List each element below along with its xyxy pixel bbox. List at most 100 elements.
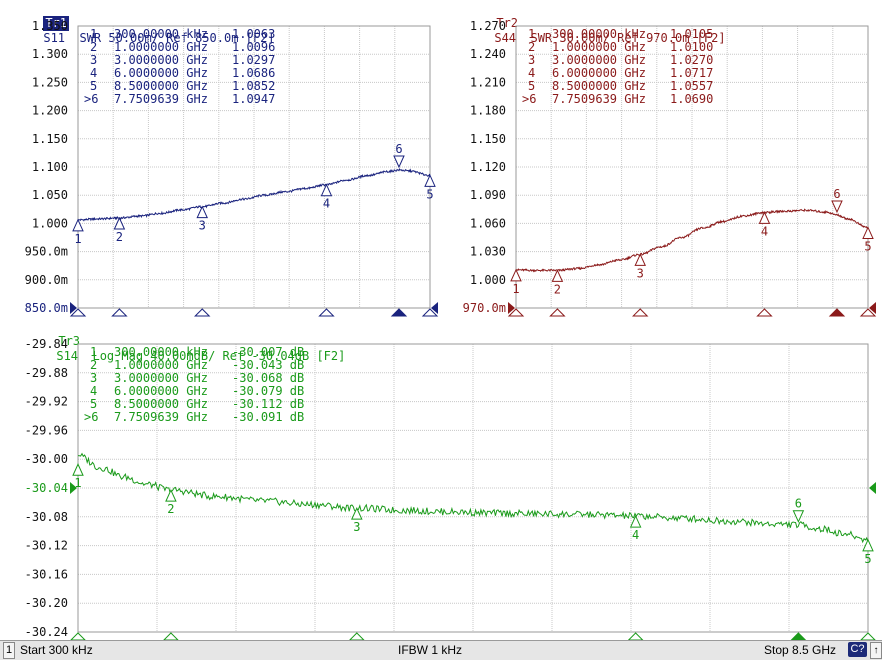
- ref-level-arrow-icon[interactable]: [70, 302, 77, 314]
- marker-up-triangle-icon[interactable]: [862, 538, 874, 552]
- stimulus-marker-icon[interactable]: [421, 308, 439, 317]
- marker-down-triangle-icon[interactable]: [831, 200, 843, 214]
- marker-table-stimulus: 300.00000 kHz: [114, 27, 208, 41]
- marker-up-triangle-icon[interactable]: [629, 514, 642, 528]
- marker-5[interactable]: 5: [424, 174, 436, 201]
- stimulus-marker-icon[interactable]: [70, 632, 86, 640]
- trace-plot-tr2[interactable]: 1.270 1.240 1.210 1.180 1.150 1.120 1.090 1.060…: [441, 0, 882, 318]
- trace-header-tr1[interactable]: Tr1 S11 SWR 50.00m/ Ref 850.0m [F2]: [0, 1, 275, 45]
- trace-header-tr3[interactable]: Tr3 S14 Log Mag 40.00mdB/ Ref -30.04dB […: [13, 319, 345, 363]
- marker-up-triangle-icon[interactable]: [551, 269, 564, 282]
- trace-plot-tr3[interactable]: -29.84 -29.88 -29.92 -29.96 -30.00 -30.04 -30.…: [0, 318, 882, 640]
- marker-3[interactable]: 3: [351, 506, 363, 534]
- marker-up-triangle-icon[interactable]: [72, 218, 84, 232]
- stimulus-marker-icon[interactable]: [163, 632, 179, 640]
- plot-frame: [515, 25, 869, 309]
- stimulus-marker-icon[interactable]: [390, 308, 408, 317]
- stimulus-marker-icon[interactable]: [349, 632, 365, 640]
- marker-down-triangle-icon[interactable]: [792, 510, 805, 523]
- marker-2[interactable]: 2: [165, 488, 177, 516]
- ref-level-arrow-right-icon[interactable]: [869, 482, 876, 494]
- stimulus-marker-icon[interactable]: [318, 308, 335, 317]
- marker-table-value: 1.0105: [670, 27, 713, 41]
- marker-up-triangle-icon[interactable]: [758, 211, 771, 224]
- stimulus-marker-icon[interactable]: [111, 308, 128, 317]
- stimulus-marker-icon[interactable]: [756, 308, 773, 317]
- trace-line-tr2[interactable]: [516, 208, 869, 273]
- trace-line-tr1[interactable]: [78, 168, 431, 222]
- marker-5[interactable]: 5: [862, 226, 874, 253]
- marker-table-label: >6: [84, 410, 98, 424]
- marker-1[interactable]: 1: [72, 218, 84, 246]
- marker-up-triangle-icon[interactable]: [196, 205, 209, 219]
- marker-6[interactable]: 6: [831, 187, 843, 214]
- marker-number: 4: [761, 224, 768, 238]
- y-tick-label: -29.88: [25, 366, 68, 380]
- marker-table-value: 1.0297: [232, 53, 275, 67]
- trace-line-tr3[interactable]: [77, 452, 869, 544]
- marker-table-tr1: 1 300.00000 kHz 1.0063 2 1.0000000 GHz 1.0096…: [84, 27, 275, 106]
- channel-indicator[interactable]: 1: [3, 642, 15, 659]
- stimulus-marker-icon[interactable]: [507, 308, 525, 317]
- marker-up-triangle-icon[interactable]: [634, 253, 647, 266]
- marker-table-value: 1.0557: [670, 79, 713, 93]
- up-arrow-icon[interactable]: ↑: [870, 642, 882, 659]
- trace-format-tr2[interactable]: S44 SWR 30.00m/ Ref 970.0m [F2]: [494, 31, 726, 45]
- marker-table-label: 5: [90, 79, 97, 93]
- marker-4[interactable]: 4: [758, 211, 771, 238]
- marker-number: 5: [864, 239, 871, 253]
- marker-table-value: 1.0063: [232, 27, 275, 41]
- marker-5[interactable]: 5: [862, 538, 874, 566]
- trace-name-tr2[interactable]: Tr2: [496, 16, 519, 30]
- marker-4[interactable]: 4: [320, 183, 333, 211]
- stimulus-marker-icon[interactable]: [860, 632, 876, 640]
- marker-4[interactable]: 4: [629, 514, 642, 542]
- stimulus-marker-icon[interactable]: [549, 308, 566, 317]
- ifbw-setting[interactable]: IFBW 1 kHz: [398, 643, 463, 657]
- marker-table-label: 5: [90, 397, 97, 411]
- marker-2[interactable]: 2: [551, 269, 564, 296]
- marker-up-triangle-icon[interactable]: [72, 463, 84, 476]
- ref-level-arrow-icon[interactable]: [70, 482, 77, 494]
- trace-header-tr2[interactable]: Tr2 S44 SWR 30.00m/ Ref 970.0m [F2]: [451, 1, 725, 45]
- trace-name-tr1[interactable]: Tr1: [43, 16, 70, 31]
- plot-frame: [77, 25, 431, 309]
- marker-1[interactable]: 1: [72, 463, 84, 490]
- marker-up-triangle-icon[interactable]: [320, 183, 333, 197]
- marker-up-triangle-icon[interactable]: [510, 268, 522, 282]
- marker-up-triangle-icon[interactable]: [113, 216, 126, 230]
- trace-format-tr3[interactable]: S14 Log Mag 40.00mdB/ Ref -30.04dB [F2]: [56, 349, 346, 363]
- calibration-status-button[interactable]: C?: [848, 642, 867, 657]
- stimulus-marker-icon[interactable]: [859, 308, 877, 317]
- stimulus-marker-icon[interactable]: [627, 632, 644, 640]
- stop-frequency[interactable]: Stop 8.5 GHz: [764, 643, 837, 657]
- marker-up-triangle-icon[interactable]: [351, 506, 363, 520]
- ref-level-arrow-right-icon[interactable]: [869, 302, 876, 314]
- marker-1[interactable]: 1: [510, 268, 522, 296]
- marker-table-label: 3: [528, 53, 535, 67]
- stimulus-marker-icon[interactable]: [790, 632, 807, 640]
- marker-up-triangle-icon[interactable]: [165, 488, 177, 502]
- trace-name-tr3[interactable]: Tr3: [58, 334, 81, 348]
- stimulus-marker-icon[interactable]: [828, 308, 846, 317]
- stimulus-marker-icon[interactable]: [632, 308, 649, 317]
- ref-level-arrow-icon[interactable]: [508, 302, 515, 314]
- marker-3[interactable]: 3: [634, 253, 647, 280]
- marker-down-triangle-icon[interactable]: [393, 155, 405, 169]
- ref-level-arrow-right-icon[interactable]: [431, 302, 438, 314]
- y-tick-label: 900.0m: [25, 273, 68, 287]
- marker-up-triangle-icon[interactable]: [862, 226, 874, 239]
- marker-6[interactable]: 6: [393, 142, 405, 169]
- marker-up-triangle-icon[interactable]: [424, 174, 436, 187]
- marker-6[interactable]: 6: [792, 497, 805, 523]
- marker-3[interactable]: 3: [196, 205, 209, 233]
- marker-table-value: 1.0096: [232, 40, 275, 54]
- start-frequency[interactable]: Start 300 kHz: [20, 643, 93, 657]
- trace-plot-tr1[interactable]: 1.350 1.300 1.250 1.200 1.150 1.100 1.050 1.000…: [0, 0, 441, 318]
- marker-number: 3: [637, 266, 644, 280]
- stimulus-marker-icon[interactable]: [194, 308, 211, 317]
- y-tick-label: -29.96: [25, 423, 68, 437]
- marker-2[interactable]: 2: [113, 216, 126, 244]
- trace-format-tr1[interactable]: S11 SWR 50.00m/ Ref 850.0m [F2]: [43, 31, 275, 45]
- stimulus-marker-icon[interactable]: [69, 308, 87, 317]
